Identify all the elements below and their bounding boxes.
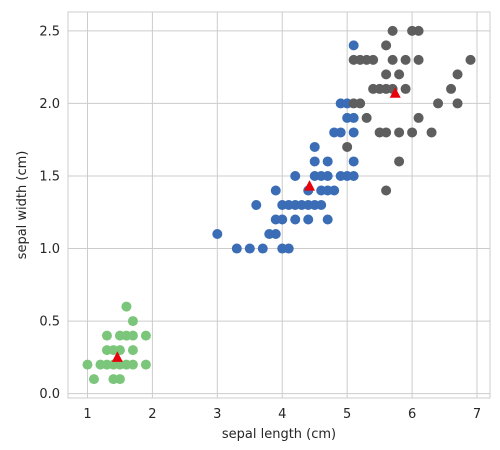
data-point-cluster-3 — [381, 185, 392, 196]
data-point-cluster-2 — [290, 214, 301, 225]
data-point-cluster-1 — [140, 359, 151, 370]
data-point-cluster-3 — [465, 54, 476, 65]
data-point-cluster-3 — [381, 127, 392, 138]
data-point-cluster-1 — [127, 345, 138, 356]
data-point-cluster-3 — [342, 141, 353, 152]
data-point-cluster-2 — [322, 214, 333, 225]
data-point-cluster-2 — [303, 214, 314, 225]
data-point-cluster-3 — [413, 25, 424, 36]
y-tick-label: 1.0 — [39, 242, 60, 257]
data-point-cluster-1 — [101, 330, 112, 341]
data-point-cluster-3 — [355, 98, 366, 109]
data-point-cluster-2 — [290, 170, 301, 181]
data-point-cluster-2 — [348, 112, 359, 123]
data-point-cluster-1 — [121, 301, 132, 312]
data-point-cluster-2 — [212, 229, 223, 240]
data-point-cluster-2 — [335, 127, 346, 138]
data-point-cluster-3 — [433, 98, 444, 109]
data-point-cluster-2 — [309, 156, 320, 167]
data-point-cluster-3 — [446, 83, 457, 94]
data-point-cluster-2 — [231, 243, 242, 254]
x-tick-label: 3 — [213, 407, 221, 422]
data-point-cluster-2 — [277, 214, 288, 225]
x-tick-label: 6 — [408, 407, 416, 422]
data-point-cluster-3 — [407, 127, 418, 138]
data-point-cluster-3 — [387, 54, 398, 65]
data-point-cluster-2 — [257, 243, 268, 254]
centroid-marker — [111, 351, 123, 362]
centroid-markers — [111, 87, 401, 362]
data-point-cluster-3 — [426, 127, 437, 138]
y-tick-label: 0.5 — [39, 315, 60, 330]
y-axis-label: sepal width (cm) — [15, 151, 30, 260]
data-point-cluster-1 — [114, 374, 125, 385]
data-point-cluster-2 — [348, 40, 359, 51]
data-point-cluster-1 — [88, 374, 99, 385]
x-tick-label: 4 — [278, 407, 286, 422]
data-point-cluster-2 — [348, 156, 359, 167]
x-axis-label: sepal length (cm) — [222, 427, 336, 442]
data-point-cluster-3 — [368, 54, 379, 65]
data-point-cluster-2 — [322, 170, 333, 181]
data-point-cluster-3 — [381, 40, 392, 51]
centroid-marker — [304, 180, 316, 191]
data-point-cluster-3 — [400, 83, 411, 94]
y-tick-label: 2.0 — [39, 97, 60, 112]
data-point-cluster-3 — [387, 25, 398, 36]
data-point-cluster-3 — [452, 69, 463, 80]
data-point-cluster-2 — [348, 170, 359, 181]
data-point-cluster-2 — [322, 156, 333, 167]
data-point-cluster-2 — [270, 229, 281, 240]
x-tick-label: 7 — [473, 407, 481, 422]
data-point-cluster-3 — [400, 54, 411, 65]
data-point-cluster-2 — [348, 127, 359, 138]
data-point-cluster-2 — [309, 141, 320, 152]
data-point-cluster-3 — [413, 112, 424, 123]
x-tick-label: 1 — [83, 407, 91, 422]
data-point-cluster-1 — [140, 330, 151, 341]
y-tick-label: 2.5 — [39, 24, 60, 39]
data-point-cluster-3 — [394, 69, 405, 80]
data-points — [82, 25, 476, 385]
x-tick-label: 2 — [148, 407, 156, 422]
data-point-cluster-2 — [316, 200, 327, 210]
data-point-cluster-1 — [127, 330, 138, 341]
y-tick-label: 1.5 — [39, 169, 60, 184]
y-tick-label: 0.0 — [39, 387, 60, 402]
data-point-cluster-1 — [127, 316, 138, 327]
data-point-cluster-2 — [251, 200, 262, 210]
data-point-cluster-1 — [127, 359, 138, 370]
data-point-cluster-3 — [394, 127, 405, 138]
data-point-cluster-3 — [452, 98, 463, 109]
data-point-cluster-3 — [413, 54, 424, 65]
data-point-cluster-2 — [244, 243, 255, 254]
data-point-cluster-2 — [329, 185, 340, 196]
data-point-cluster-3 — [394, 156, 405, 167]
data-point-cluster-2 — [283, 243, 294, 254]
data-point-cluster-1 — [82, 359, 93, 370]
data-point-cluster-3 — [381, 69, 392, 80]
x-tick-label: 5 — [343, 407, 351, 422]
data-point-cluster-2 — [270, 185, 281, 196]
tick-labels: 1 2 3 4 5 6 7 0.0 0.5 1.0 1.5 2.0 2.5 — [39, 24, 481, 422]
centroid-marker — [389, 87, 401, 98]
data-point-cluster-3 — [361, 112, 372, 123]
